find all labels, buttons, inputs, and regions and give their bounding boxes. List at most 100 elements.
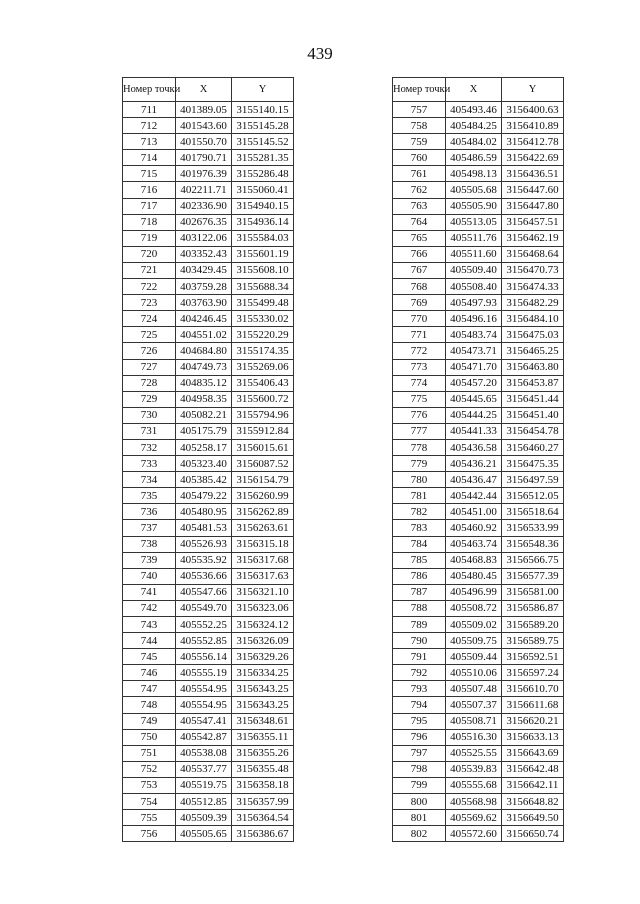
- y-cell: 3156453.87: [501, 374, 564, 392]
- y-cell: 3155794.96: [231, 406, 294, 424]
- point-number-cell: 758: [392, 117, 446, 135]
- x-cell: 405175.79: [175, 422, 232, 440]
- point-number-cell: 717: [122, 197, 176, 215]
- table-row: 749 405547.41 3156348.61: [122, 712, 294, 730]
- x-cell: 401790.71: [175, 149, 232, 167]
- x-cell: 405512.85: [175, 793, 232, 811]
- y-cell: 3156610.70: [501, 680, 564, 698]
- point-number-cell: 753: [122, 776, 176, 795]
- table-row: 776 405444.25 3156451.40: [392, 406, 564, 424]
- point-number-cell: 777: [392, 422, 446, 440]
- y-cell: 3155269.06: [231, 358, 294, 376]
- x-cell: 405556.14: [175, 648, 232, 666]
- y-cell: 3156589.75: [501, 632, 564, 650]
- table-row: 783 405460.92 3156533.99: [392, 519, 564, 537]
- y-cell: 3156343.25: [231, 680, 294, 698]
- x-cell: 405535.92: [175, 551, 232, 569]
- point-number-cell: 752: [122, 760, 176, 778]
- point-number-cell: 757: [392, 100, 446, 119]
- point-number-cell: 789: [392, 615, 446, 634]
- table-row: 738 405526.93 3156315.18: [122, 535, 294, 553]
- table-row: 782 405451.00 3156518.64: [392, 503, 564, 521]
- point-number-cell: 802: [392, 825, 446, 843]
- y-cell: 3155060.41: [231, 181, 294, 199]
- y-cell: 3156475.35: [501, 455, 564, 473]
- y-cell: 3156611.68: [501, 696, 564, 714]
- x-cell: 403759.28: [175, 278, 232, 296]
- y-cell: 3156315.18: [231, 535, 294, 553]
- table-row: 787 405496.99 3156581.00: [392, 583, 564, 601]
- point-number-cell: 718: [122, 213, 176, 231]
- y-cell: 3156451.40: [501, 406, 564, 424]
- x-cell: 404684.80: [175, 342, 232, 360]
- x-cell: 401976.39: [175, 165, 232, 183]
- x-cell: 405538.08: [175, 744, 232, 762]
- x-cell: 405479.22: [175, 487, 232, 505]
- table-row: 748 405554.95 3156343.25: [122, 696, 294, 714]
- x-cell: 405436.21: [445, 455, 502, 473]
- y-cell: 3156317.63: [231, 567, 294, 585]
- table-row: 735 405479.22 3156260.99: [122, 487, 294, 505]
- y-cell: 3155912.84: [231, 422, 294, 440]
- y-cell: 3156355.48: [231, 760, 294, 778]
- y-cell: 3156436.51: [501, 165, 564, 183]
- x-cell: 405508.40: [445, 278, 502, 296]
- header-point-number: Номер точки: [392, 77, 450, 102]
- table-row: 736 405480.95 3156262.89: [122, 503, 294, 521]
- point-number-cell: 730: [122, 406, 176, 424]
- y-cell: 3156475.03: [501, 326, 564, 344]
- table-row: 721 403429.45 3155608.10: [122, 261, 294, 280]
- x-cell: 405473.71: [445, 342, 502, 360]
- point-number-cell: 743: [122, 615, 176, 634]
- y-cell: 3156482.29: [501, 294, 564, 312]
- point-number-cell: 711: [122, 100, 176, 119]
- x-cell: 405549.70: [175, 599, 232, 618]
- y-cell: 3156323.06: [231, 599, 294, 618]
- x-cell: 405481.53: [175, 519, 232, 537]
- point-number-cell: 712: [122, 117, 176, 135]
- x-cell: 401550.70: [175, 133, 232, 151]
- point-number-cell: 729: [122, 390, 176, 408]
- y-cell: 3156650.74: [501, 825, 564, 843]
- table-row: 760 405486.59 3156422.69: [392, 149, 564, 167]
- point-number-cell: 725: [122, 326, 176, 344]
- y-cell: 3156581.00: [501, 583, 564, 601]
- x-cell: 402336.90: [175, 197, 232, 215]
- x-cell: 401543.60: [175, 117, 232, 135]
- point-number-cell: 742: [122, 599, 176, 618]
- point-number-cell: 736: [122, 503, 176, 521]
- point-number-cell: 780: [392, 471, 446, 489]
- x-cell: 405484.02: [445, 133, 502, 151]
- point-number-cell: 778: [392, 438, 446, 457]
- table-row: 743 405552.25 3156324.12: [122, 615, 294, 634]
- point-number-cell: 741: [122, 583, 176, 601]
- point-number-cell: 770: [392, 310, 446, 328]
- table-row: 746 405555.19 3156334.25: [122, 664, 294, 682]
- x-cell: 405554.95: [175, 680, 232, 698]
- table-row: 800 405568.98 3156648.82: [392, 793, 564, 811]
- x-cell: 405480.45: [445, 567, 502, 585]
- point-number-cell: 756: [122, 825, 176, 843]
- x-cell: 405516.30: [445, 728, 502, 746]
- table-row: 791 405509.44 3156592.51: [392, 648, 564, 666]
- x-cell: 405552.25: [175, 615, 232, 634]
- table-row: 797 405525.55 3156643.69: [392, 744, 564, 762]
- x-cell: 405569.62: [445, 809, 502, 827]
- point-number-cell: 797: [392, 744, 446, 762]
- y-cell: 3156326.09: [231, 632, 294, 650]
- y-cell: 3154936.14: [231, 213, 294, 231]
- table-row: 719 403122.06 3155584.03: [122, 229, 294, 247]
- x-cell: 405542.87: [175, 728, 232, 746]
- point-number-cell: 787: [392, 583, 446, 601]
- table-row: 779 405436.21 3156475.35: [392, 455, 564, 473]
- y-cell: 3156589.20: [501, 615, 564, 634]
- x-cell: 405442.44: [445, 487, 502, 505]
- table-row: 764 405513.05 3156457.51: [392, 213, 564, 231]
- y-cell: 3156586.87: [501, 599, 564, 618]
- point-number-cell: 751: [122, 744, 176, 762]
- y-cell: 3156447.60: [501, 181, 564, 199]
- y-cell: 3156462.19: [501, 229, 564, 247]
- table-row: 724 404246.45 3155330.02: [122, 310, 294, 328]
- x-cell: 403429.45: [175, 261, 232, 280]
- x-cell: 405511.76: [445, 229, 502, 247]
